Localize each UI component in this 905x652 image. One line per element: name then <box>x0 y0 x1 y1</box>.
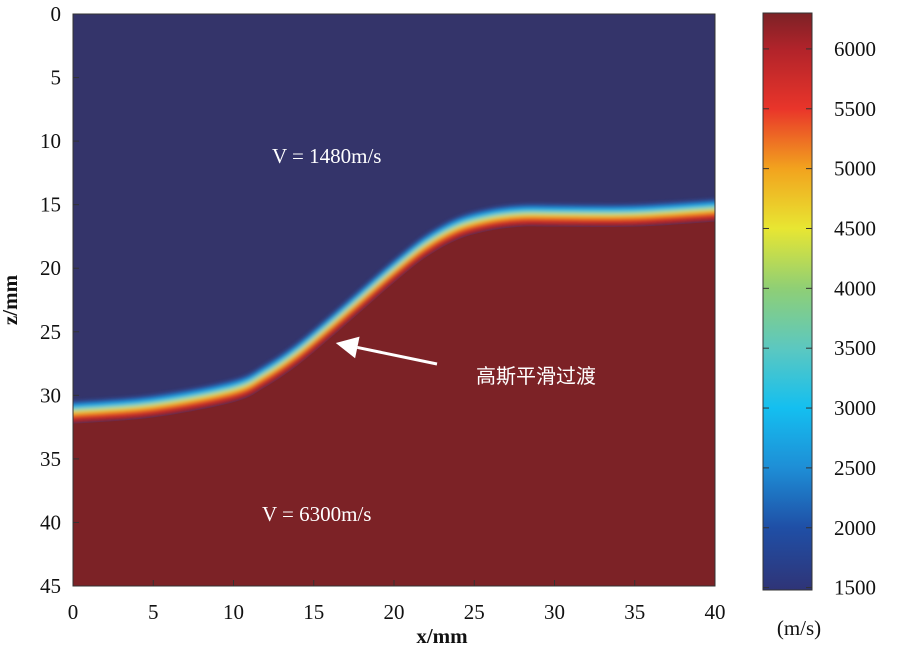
z-tick-label: 25 <box>40 320 61 344</box>
colorbar-gradient <box>762 12 813 591</box>
colorbar-tick-label: 2500 <box>834 456 876 480</box>
colorbar-tick-label: 4000 <box>834 276 876 300</box>
z-tick-label: 35 <box>40 447 61 471</box>
x-tick-label: 0 <box>68 600 79 624</box>
z-tick-label: 10 <box>40 129 61 153</box>
colorbar-unit-label: (m/s) <box>777 616 821 640</box>
x-axis: 0 5 10 15 20 25 30 35 40 <box>68 580 726 624</box>
x-tick-label: 25 <box>464 600 485 624</box>
z-tick-label: 20 <box>40 256 61 280</box>
colorbar-tick-label: 3000 <box>834 396 876 420</box>
lower-layer-velocity-label: V = 6300m/s <box>262 502 371 526</box>
z-tick-label: 15 <box>40 193 61 217</box>
x-tick-label: 40 <box>705 600 726 624</box>
z-axis-label: z/mm <box>0 274 22 325</box>
x-tick-label: 35 <box>624 600 645 624</box>
x-tick-label: 5 <box>148 600 159 624</box>
colorbar-tick-label: 5500 <box>834 97 876 121</box>
z-axis: 0 5 10 15 20 25 30 35 40 45 <box>40 2 79 598</box>
colorbar-ticks: 1500 2000 2500 3000 3500 4000 4500 5000 5500 6000 <box>763 37 876 600</box>
colorbar-tick-label: 5000 <box>834 157 876 181</box>
arrow-shaft <box>357 345 438 366</box>
colorbar-tick-label: 1500 <box>834 576 876 600</box>
plot-area <box>73 14 715 586</box>
x-tick-label: 15 <box>303 600 324 624</box>
upper-layer-velocity-label: V = 1480m/s <box>272 144 381 168</box>
x-axis-label: x/mm <box>416 624 468 648</box>
x-tick-label: 20 <box>384 600 405 624</box>
annotation-arrow <box>335 336 438 366</box>
arrow-head <box>335 336 360 359</box>
colorbar: 1500 2000 2500 3000 3500 4000 4500 5000 5500 6000… <box>762 12 876 640</box>
z-tick-label: 45 <box>40 574 61 598</box>
colorbar-tick-label: 2000 <box>834 516 876 540</box>
transition-band-stroke <box>73 216 715 424</box>
colorbar-tick-label: 4500 <box>834 216 876 240</box>
gaussian-smoothing-label: 高斯平滑过渡 <box>476 364 596 388</box>
x-tick-label: 10 <box>223 600 244 624</box>
colorbar-tick-label: 3500 <box>834 336 876 360</box>
z-tick-label: 0 <box>51 2 62 26</box>
z-tick-label: 40 <box>40 510 61 534</box>
x-tick-label: 30 <box>544 600 565 624</box>
gradient-transition-band <box>73 199 715 424</box>
z-tick-label: 5 <box>51 66 62 90</box>
colorbar-tick-label: 6000 <box>834 37 876 61</box>
lower-layer-region <box>73 221 715 586</box>
z-tick-label: 30 <box>40 383 61 407</box>
